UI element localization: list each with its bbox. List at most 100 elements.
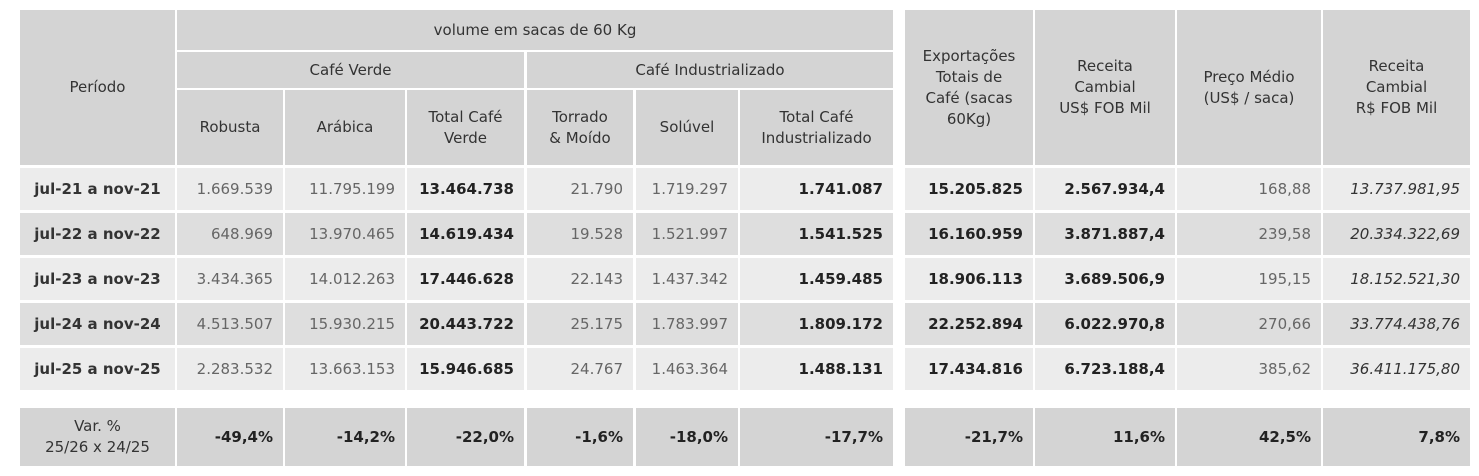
value-text: 168,88: [1258, 179, 1312, 198]
period-text: jul-25 a nov-25: [34, 359, 161, 378]
value-text: 15.930.215: [309, 314, 395, 333]
header-text: Solúvel: [659, 118, 715, 136]
value-text: 14.619.434: [419, 224, 514, 243]
header-text: Totais de: [935, 67, 1003, 86]
value-text: 3.434.365: [196, 269, 273, 288]
value-text: 21.790: [570, 179, 624, 198]
period-text: jul-21 a nov-21: [34, 179, 161, 198]
value-cell: 13.737.981,95: [1323, 168, 1470, 210]
header-cell: Período: [20, 10, 175, 165]
value-text: 6.723.188,4: [1064, 359, 1165, 378]
value-text: 36.411.175,80: [1350, 359, 1460, 378]
header-text: Café Industrializado: [635, 60, 785, 79]
value-text: 1.521.997: [651, 224, 728, 243]
period-cell: jul-25 a nov-25: [20, 348, 175, 390]
value-text: 4.513.507: [196, 314, 273, 333]
header-cell: volume em sacas de 60 Kg: [177, 10, 893, 50]
variation-cell: -1,6%: [527, 408, 633, 466]
value-text: 2.283.532: [196, 359, 273, 378]
header-cell: Receita Cambial R$ FOB Mil: [1323, 10, 1470, 165]
header-text: Período: [69, 78, 126, 96]
value-text: 22.252.894: [928, 314, 1023, 333]
value-cell: 1.783.997: [636, 303, 738, 345]
variation-text: -21,7%: [964, 427, 1023, 446]
header-text: Café (sacas: [925, 88, 1013, 107]
value-cell: 25.175: [527, 303, 633, 345]
variation-text: -22,0%: [455, 427, 514, 446]
variation-cell: -14,2%: [285, 408, 405, 466]
header-text: Cambial: [1365, 78, 1428, 96]
period-text: jul-23 a nov-23: [34, 269, 161, 288]
value-cell: 21.790: [527, 168, 633, 210]
value-cell: 1.809.172: [740, 303, 893, 345]
header-cell: Total Café Verde: [407, 90, 524, 165]
header-text: (US$ / saca): [1203, 88, 1295, 107]
value-cell: 4.513.507: [177, 303, 283, 345]
value-text: 1.783.997: [651, 314, 728, 333]
header-cell: Arábica: [285, 90, 405, 165]
value-text: 1.669.539: [196, 179, 273, 198]
value-text: 18.152.521,30: [1350, 269, 1460, 288]
value-text: 6.022.970,8: [1064, 314, 1165, 333]
value-text: 16.160.959: [928, 224, 1023, 243]
value-text: 20.334.322,69: [1350, 224, 1460, 243]
value-text: 17.434.816: [928, 359, 1023, 378]
variation-label: 25/26 x 24/25: [45, 438, 150, 456]
variation-label: Var. %: [74, 417, 121, 435]
value-cell: 1.459.485: [740, 258, 893, 300]
variation-cell: -22,0%: [407, 408, 524, 466]
value-cell: 2.283.532: [177, 348, 283, 390]
value-cell: 11.795.199: [285, 168, 405, 210]
header-text: Robusta: [199, 118, 261, 136]
period-cell: jul-22 a nov-22: [20, 213, 175, 255]
header-text: Receita: [1368, 57, 1425, 75]
variation-cell: 7,8%: [1323, 408, 1470, 466]
variation-cell: -49,4%: [177, 408, 283, 466]
value-cell: 18.152.521,30: [1323, 258, 1470, 300]
header-text: Arábica: [316, 118, 374, 136]
value-cell: 13.464.738: [407, 168, 524, 210]
value-text: 19.528: [570, 224, 624, 243]
header-text: & Moído: [549, 128, 611, 147]
value-cell: 648.969: [177, 213, 283, 255]
header-cell: Café Verde: [177, 52, 524, 88]
value-text: 1.437.342: [651, 269, 728, 288]
value-cell: 19.528: [527, 213, 633, 255]
value-text: 17.446.628: [419, 269, 514, 288]
value-cell: 3.689.506,9: [1035, 258, 1175, 300]
header-text: Total Café: [428, 107, 503, 126]
value-text: 13.970.465: [309, 224, 395, 243]
header-text: R$ FOB Mil: [1355, 99, 1438, 117]
value-text: 1.463.364: [651, 359, 728, 378]
value-cell: 385,62: [1177, 348, 1321, 390]
header-cell: Total Café Industrializado: [740, 90, 893, 165]
value-text: 13.464.738: [419, 179, 514, 198]
header-text: Café Verde: [309, 60, 392, 79]
value-text: 195,15: [1258, 269, 1312, 288]
value-cell: 17.434.816: [905, 348, 1033, 390]
value-cell: 195,15: [1177, 258, 1321, 300]
period-cell: jul-24 a nov-24: [20, 303, 175, 345]
value-cell: 20.334.322,69: [1323, 213, 1470, 255]
header-cell: Café Industrializado: [527, 52, 893, 88]
value-cell: 1.541.525: [740, 213, 893, 255]
period-cell: jul-23 a nov-23: [20, 258, 175, 300]
variation-text: 42,5%: [1258, 427, 1311, 446]
header-text: Exportações: [922, 46, 1016, 65]
value-text: 13.663.153: [309, 359, 395, 378]
value-text: 270,66: [1258, 314, 1312, 333]
variation-cell: 11,6%: [1035, 408, 1175, 466]
value-cell: 20.443.722: [407, 303, 524, 345]
value-text: 1.541.525: [798, 224, 883, 243]
value-cell: 3.871.887,4: [1035, 213, 1175, 255]
variation-label-cell: Var. % 25/26 x 24/25: [20, 408, 175, 466]
value-text: 1.809.172: [798, 314, 883, 333]
value-text: 15.946.685: [419, 359, 514, 378]
value-cell: 16.160.959: [905, 213, 1033, 255]
value-text: 11.795.199: [309, 179, 395, 198]
value-cell: 33.774.438,76: [1323, 303, 1470, 345]
value-text: 648.969: [210, 224, 273, 243]
value-cell: 13.663.153: [285, 348, 405, 390]
header-text: Verde: [444, 128, 487, 147]
